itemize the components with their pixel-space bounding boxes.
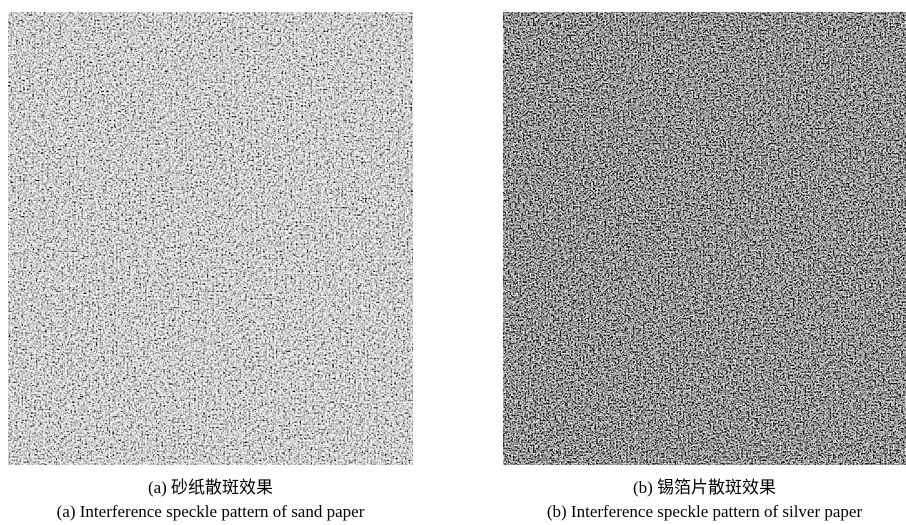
speckle-image-b [503,12,906,465]
speckle-image-a [8,12,413,465]
caption-en: (b) Interference speckle pattern of silv… [478,500,906,524]
page: (a) 砂纸散斑效果 (a) Interference speckle patt… [0,0,906,525]
caption-cn: (a) 砂纸散斑效果 [0,476,437,500]
caption-en: (a) Interference speckle pattern of sand… [0,500,437,524]
caption-cn: (b) 锡箔片散斑效果 [478,476,906,500]
figure-images [0,0,906,470]
